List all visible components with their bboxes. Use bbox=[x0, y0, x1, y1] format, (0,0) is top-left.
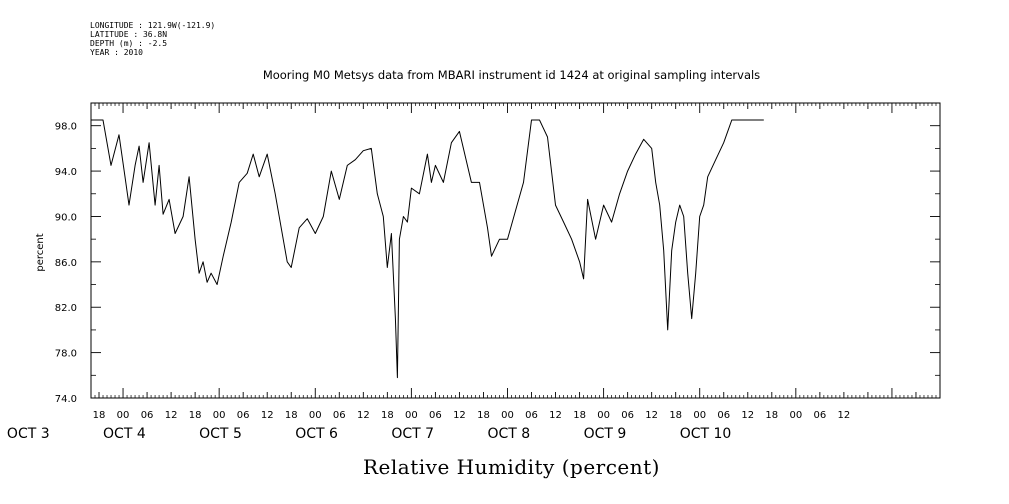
y-axis-label: percent bbox=[35, 233, 46, 271]
x-tick-label: 12 bbox=[645, 410, 658, 421]
y-tick-label: 94.0 bbox=[55, 167, 77, 178]
x-tick-label: 18 bbox=[189, 410, 202, 421]
x-tick-label: 00 bbox=[597, 410, 610, 421]
y-tick-label: 78.0 bbox=[55, 349, 77, 360]
y-tick-label: 90.0 bbox=[55, 212, 77, 223]
x-tick-label: 00 bbox=[501, 410, 514, 421]
y-tick-label: 82.0 bbox=[55, 303, 77, 314]
y-tick-label: 86.0 bbox=[55, 258, 77, 269]
chart-title: Mooring M0 Metsys data from MBARI instru… bbox=[0, 68, 1009, 82]
x-tick-label: 12 bbox=[357, 410, 370, 421]
x-day-label: OCT 9 bbox=[584, 426, 627, 442]
x-tick-label: 00 bbox=[309, 410, 322, 421]
x-tick-label: 18 bbox=[93, 410, 106, 421]
x-tick-label: 12 bbox=[549, 410, 562, 421]
depth-text: DEPTH (m) : -2.5 bbox=[90, 39, 168, 48]
y-tick-label: 74.0 bbox=[55, 394, 77, 405]
x-tick-label: 12 bbox=[165, 410, 178, 421]
x-tick-label: 06 bbox=[237, 410, 250, 421]
x-tick-label: 18 bbox=[381, 410, 394, 421]
x-tick-label: 00 bbox=[789, 410, 802, 421]
x-tick-label: 18 bbox=[477, 410, 490, 421]
latitude-text: LATITUDE : 36.8N bbox=[90, 30, 168, 39]
x-tick-label: 12 bbox=[261, 410, 274, 421]
y-tick-label: 98.0 bbox=[55, 122, 77, 133]
x-day-label: OCT 8 bbox=[487, 426, 530, 442]
year-text: YEAR : 2010 bbox=[90, 48, 143, 57]
x-tick-label: 06 bbox=[429, 410, 442, 421]
x-tick-label: 06 bbox=[717, 410, 730, 421]
plot-frame bbox=[90, 102, 941, 399]
x-tick-label: 06 bbox=[621, 410, 634, 421]
x-tick-label: 12 bbox=[838, 410, 851, 421]
x-tick-label: 06 bbox=[333, 410, 346, 421]
x-axis-label-text: Relative Humidity (percent) bbox=[363, 455, 660, 479]
chart-title-text: Mooring M0 Metsys data from MBARI instru… bbox=[262, 68, 761, 82]
x-axis-label: Relative Humidity (percent) bbox=[0, 455, 1009, 479]
x-day-label: OCT 3 bbox=[7, 426, 50, 442]
x-day-label: OCT 5 bbox=[199, 426, 242, 442]
x-day-label: OCT 10 bbox=[680, 426, 732, 442]
x-day-label: OCT 7 bbox=[391, 426, 434, 442]
x-tick-label: 18 bbox=[765, 410, 778, 421]
x-tick-label: 12 bbox=[741, 410, 754, 421]
x-tick-label: 12 bbox=[453, 410, 466, 421]
metadata-block: LONGITUDE : 121.9W(-121.9) LATITUDE : 36… bbox=[90, 21, 215, 57]
x-tick-label: 06 bbox=[813, 410, 826, 421]
humidity-series-line bbox=[91, 119, 764, 379]
x-tick-label: 18 bbox=[285, 410, 298, 421]
x-tick-label: 00 bbox=[213, 410, 226, 421]
longitude-text: LONGITUDE : 121.9W(-121.9) bbox=[90, 21, 216, 30]
x-tick-label: 00 bbox=[693, 410, 706, 421]
x-tick-label: 06 bbox=[525, 410, 538, 421]
x-tick-label: 00 bbox=[117, 410, 130, 421]
x-day-label: OCT 6 bbox=[295, 426, 338, 442]
x-tick-label: 00 bbox=[405, 410, 418, 421]
x-tick-label: 06 bbox=[141, 410, 154, 421]
x-tick-label: 18 bbox=[573, 410, 586, 421]
x-day-label: OCT 4 bbox=[103, 426, 146, 442]
x-tick-label: 18 bbox=[669, 410, 682, 421]
